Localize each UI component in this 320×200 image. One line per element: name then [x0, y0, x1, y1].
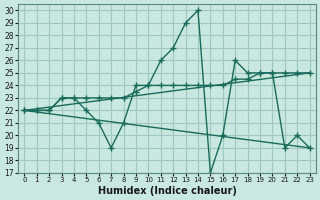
X-axis label: Humidex (Indice chaleur): Humidex (Indice chaleur)	[98, 186, 236, 196]
